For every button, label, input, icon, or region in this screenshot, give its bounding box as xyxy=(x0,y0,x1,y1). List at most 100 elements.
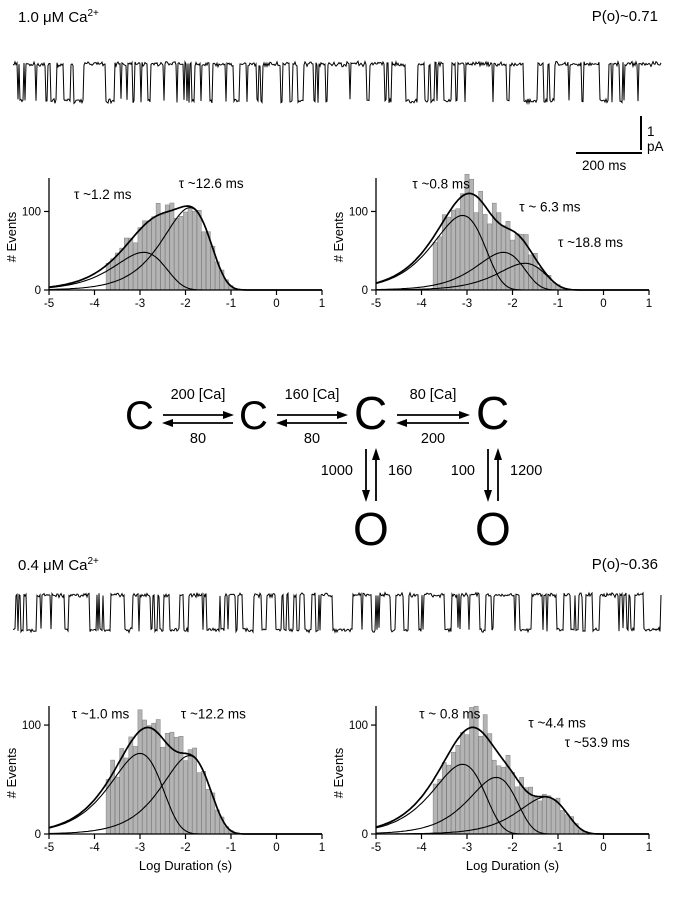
histogram-bar xyxy=(455,745,461,835)
trace-line xyxy=(12,591,662,634)
histogram-bar xyxy=(164,733,170,835)
dwell-time-histogram-top-right: -5 -4 -3 -2 -1 0 1 0 100# Events τ ~0.8 ms τ ~ 6.3… xyxy=(332,174,652,310)
calcium-concentration-text: 0.4 μM Ca xyxy=(18,557,88,574)
histogram-bar xyxy=(160,213,166,291)
histogram-bar xyxy=(551,799,556,835)
open-probability-label-bottom: P(o)~0.36 xyxy=(591,556,658,573)
dwell-time-histogram-top-left: -5 -4 -3 -2 -1 0 1 0 100# Events τ ~1.2 ms τ ~12.6… xyxy=(5,176,325,310)
x-tick-label: 0 xyxy=(600,298,606,310)
histogram-bar xyxy=(460,732,465,835)
histogram-bar xyxy=(437,236,442,291)
histogram-bar xyxy=(505,221,511,291)
histogram-bar xyxy=(183,211,188,291)
histogram-bar xyxy=(446,764,452,835)
tau-annotation: τ ~ 6.3 ms xyxy=(519,200,580,215)
histogram-bar xyxy=(133,746,138,835)
histogram-bar xyxy=(432,242,438,291)
x-tick-label: -5 xyxy=(44,842,54,854)
x-tick-label: 1 xyxy=(646,298,652,310)
histogram-bar xyxy=(192,747,197,835)
histogram-bar xyxy=(187,207,193,291)
x-tick-label: -4 xyxy=(89,842,100,854)
histogram-bar xyxy=(114,252,120,291)
dwell-time-histogram-bottom-right: -5 -4 -3 -2 -1 0 1 0 100 # Events Log Duration (s)… xyxy=(332,705,652,873)
histogram-bar xyxy=(469,178,474,291)
x-tick-label: -2 xyxy=(180,298,190,310)
closed-state-2: C xyxy=(239,394,268,438)
dwell-time-histogram-bottom-left: -5 -4 -3 -2 -1 0 1 0 100 # Events Log Duration (s)… xyxy=(5,706,325,873)
histogram-bar xyxy=(510,771,515,835)
rate-forward-2: 160 [Ca] xyxy=(284,387,340,403)
rate-backward-3: 200 xyxy=(420,431,446,447)
tau-annotation: τ ~1.2 ms xyxy=(74,187,132,202)
tau-annotation: τ ~53.9 ms xyxy=(565,735,630,750)
x-tick-label: -3 xyxy=(462,298,472,310)
x-tick-label: -1 xyxy=(553,298,563,310)
superscript-charge: 2+ xyxy=(87,556,99,567)
histogram-bar xyxy=(164,204,170,291)
x-tick-label: 0 xyxy=(273,298,279,310)
y-axis-label: # Events xyxy=(5,211,19,262)
histogram-bar xyxy=(192,210,197,291)
histogram-bar xyxy=(432,783,438,835)
x-tick-label: -4 xyxy=(89,298,100,310)
calcium-concentration-label-top: 1.0 μM Ca2+ xyxy=(18,8,99,26)
histogram-bar xyxy=(137,709,143,835)
trace-line xyxy=(12,60,662,105)
superscript-charge: 2+ xyxy=(87,8,99,19)
histogram-bar xyxy=(196,772,202,835)
equilibrium-arrow-1-icon xyxy=(162,411,234,427)
histogram-bar xyxy=(142,719,147,835)
histogram-bar xyxy=(124,757,129,835)
x-tick-label: -3 xyxy=(135,842,145,854)
x-tick-label: -3 xyxy=(135,298,145,310)
y-tick-label: 0 xyxy=(362,285,368,297)
y-tick-label: 0 xyxy=(35,285,41,297)
histogram-bar xyxy=(487,733,493,835)
x-tick-label: -5 xyxy=(371,842,381,854)
histogram-bar xyxy=(205,789,211,835)
x-tick-label: -5 xyxy=(371,298,381,310)
x-tick-label: -2 xyxy=(507,842,517,854)
tau-annotation: τ ~12.6 ms xyxy=(179,176,244,191)
histogram-bar xyxy=(537,800,543,835)
histogram-bar xyxy=(446,216,452,291)
open-state-2: O xyxy=(475,503,511,555)
x-tick-label: 1 xyxy=(319,842,325,854)
histogram-bar xyxy=(137,227,143,291)
histogram-bar xyxy=(178,736,184,835)
histogram-bar xyxy=(482,714,488,835)
y-axis-label: # Events xyxy=(5,747,19,798)
histogram-bar xyxy=(564,814,570,835)
y-tick-label: 100 xyxy=(349,206,368,218)
histogram-bar xyxy=(119,247,125,291)
x-tick-label: -4 xyxy=(416,298,427,310)
histogram-bar xyxy=(187,749,193,835)
y-axis-label: # Events xyxy=(332,747,346,798)
y-tick-label: 0 xyxy=(362,829,368,841)
x-tick-label: -2 xyxy=(507,298,517,310)
equilibrium-arrow-3-icon xyxy=(396,411,470,427)
x-tick-label: 0 xyxy=(600,842,606,854)
histogram-bar xyxy=(142,220,147,291)
histogram-bar xyxy=(451,751,456,835)
single-channel-trace-bottom xyxy=(12,591,662,634)
histogram-bar xyxy=(501,766,506,835)
x-tick-label: -1 xyxy=(226,298,236,310)
histogram-bar xyxy=(464,734,470,835)
x-tick-label: -2 xyxy=(180,842,190,854)
tau-annotation: τ ~12.2 ms xyxy=(181,707,246,722)
histogram-bar xyxy=(523,787,529,835)
rate-backward-2: 80 xyxy=(303,431,321,447)
histogram-bar xyxy=(105,262,111,291)
rate-opening-2: 100 xyxy=(450,463,475,479)
histogram-bar xyxy=(519,233,524,291)
open-probability-label-top: P(o)~0.71 xyxy=(591,8,658,25)
histogram-bar xyxy=(501,225,506,291)
opening-arrow-2-icon xyxy=(484,448,502,502)
time-scale-label: 200 ms xyxy=(582,158,627,173)
kinetic-scheme: C C C C 200 [Ca] 80 160 [Ca] 80 80 [Ca] … xyxy=(100,386,580,556)
x-tick-label: 0 xyxy=(273,842,279,854)
histogram-bar xyxy=(146,725,152,835)
histogram-bar xyxy=(178,216,184,291)
